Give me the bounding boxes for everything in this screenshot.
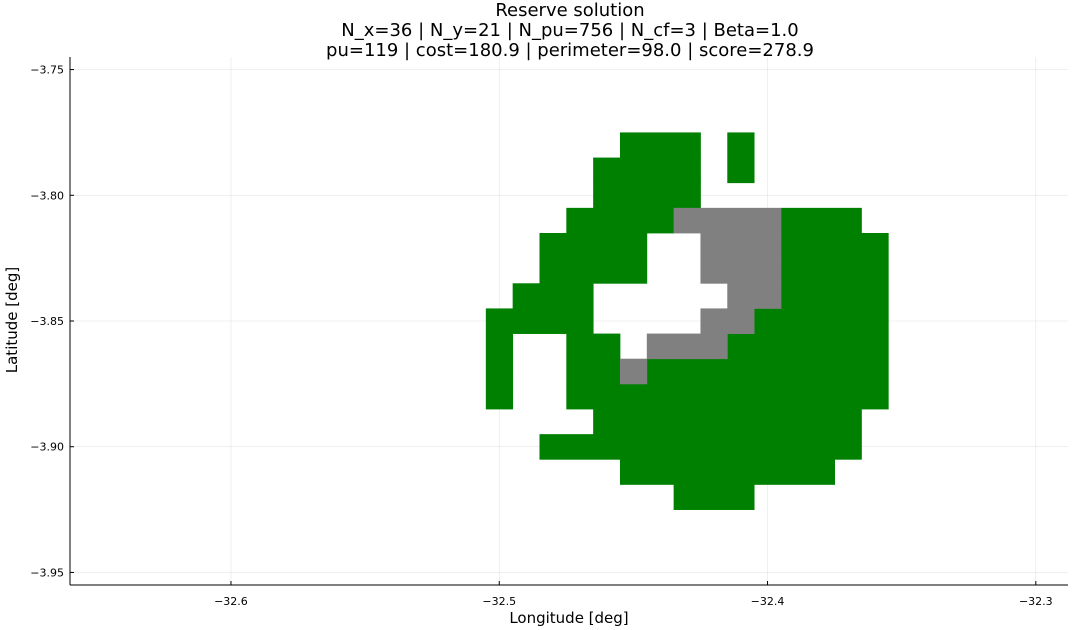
locked-planning-unit (619, 358, 648, 385)
selected-planning-unit (539, 258, 648, 284)
selected-planning-unit (539, 233, 648, 259)
x-tick-label: −32.4 (751, 595, 785, 608)
y-axis-label: Latitude [deg] (3, 266, 21, 374)
selected-planning-unit (727, 132, 755, 158)
selected-planning-unit (619, 459, 835, 485)
selected-planning-unit (593, 157, 701, 184)
y-tick-label: −3.90 (30, 441, 64, 454)
locked-planning-unit (646, 333, 728, 360)
selected-planning-unit (566, 358, 621, 385)
selected-planning-unit (780, 258, 889, 284)
selected-planning-unit (754, 308, 889, 334)
y-tick-label: −3.75 (30, 64, 64, 77)
x-axis-label: Longitude [deg] (509, 609, 629, 627)
locked-planning-unit (700, 258, 782, 284)
axes: −32.6 −32.5 −32.4 −32.3 −3.75 −3.80 −3.85 −3.90… (30, 57, 1068, 608)
selected-planning-unit (593, 182, 701, 209)
chart-subtitle-line-1: N_x=36 | N_y=21 | N_pu=756 | N_cf=3 | Be… (341, 20, 799, 41)
planning-unit-cells (485, 132, 889, 510)
chart-subtitle-line-2: pu=119 | cost=180.9 | perimeter=98.0 | s… (326, 40, 814, 61)
locked-planning-unit (700, 308, 755, 334)
selected-planning-unit (780, 233, 889, 259)
chart-title: Reserve solution (495, 0, 645, 21)
selected-planning-unit (780, 283, 889, 309)
locked-planning-unit (673, 207, 782, 234)
selected-planning-unit (566, 207, 675, 234)
x-tick-label: −32.6 (214, 595, 248, 608)
selected-planning-unit (727, 157, 755, 184)
x-tick-label: −32.5 (482, 595, 516, 608)
locked-planning-unit (727, 283, 782, 309)
selected-planning-unit (566, 383, 889, 410)
selected-planning-unit (673, 484, 755, 510)
selected-planning-unit (485, 308, 594, 334)
selected-planning-unit (485, 358, 514, 385)
selected-planning-unit (646, 358, 889, 385)
selected-planning-unit (727, 333, 889, 360)
y-tick-label: −3.85 (30, 315, 64, 328)
selected-planning-unit (485, 333, 514, 360)
selected-planning-unit (593, 409, 862, 435)
selected-planning-unit (619, 132, 701, 158)
y-tick-label: −3.80 (30, 189, 64, 202)
x-tick-label: −32.3 (1019, 595, 1053, 608)
selected-planning-unit (512, 283, 594, 309)
y-tick-label: −3.95 (30, 566, 64, 579)
selected-planning-unit (539, 434, 862, 460)
selected-planning-unit (780, 207, 862, 234)
selected-planning-unit (566, 333, 621, 360)
selected-planning-unit (485, 383, 514, 410)
chart-title-block: Reserve solution N_x=36 | N_y=21 | N_pu=… (70, 1, 1070, 61)
locked-planning-unit (700, 233, 782, 259)
